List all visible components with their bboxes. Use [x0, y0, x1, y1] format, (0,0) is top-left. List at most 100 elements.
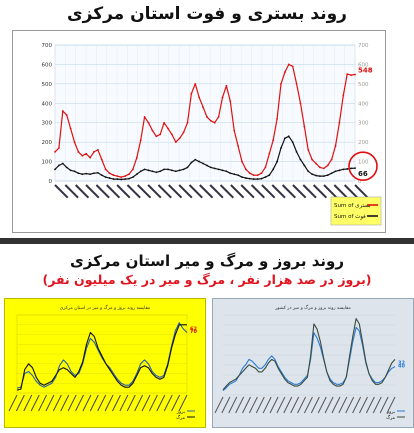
data-label: 62	[190, 327, 197, 333]
data-point	[194, 158, 197, 161]
data-point	[221, 169, 224, 172]
x-tick-mark	[178, 184, 193, 199]
x-tick-mark	[64, 184, 79, 199]
tick-label: 700	[358, 43, 369, 49]
highlight-circle	[348, 151, 378, 181]
data-point	[202, 106, 204, 109]
tick-label: 500	[358, 82, 369, 88]
x-tick-mark	[178, 394, 188, 412]
x-tick-mark	[269, 396, 279, 414]
data-point	[213, 167, 216, 170]
data-point	[268, 152, 271, 155]
data-point	[100, 174, 103, 177]
x-tick-mark	[156, 394, 166, 412]
data-point	[256, 174, 259, 177]
legend-label: بروز	[386, 410, 395, 415]
x-tick-mark	[85, 184, 100, 199]
data-point	[206, 164, 208, 167]
x-tick-mark	[219, 184, 234, 199]
data-point	[108, 177, 111, 179]
data-point	[174, 141, 177, 144]
x-tick-mark	[82, 394, 92, 412]
legend-label: بروز	[176, 410, 185, 415]
section-subtitle: (بروز در صد هزار نفر ، مرگ و میر در یک م…	[42, 272, 372, 287]
section-title: روند بروز و مرگ و میر استان مرکزی	[70, 252, 344, 270]
legend-label: مرگ	[386, 415, 396, 421]
data-point	[241, 160, 243, 163]
x-tick-mark	[163, 394, 173, 412]
data-point	[93, 150, 95, 153]
x-tick-mark	[126, 394, 136, 412]
chart-hospital-death: 0 0 100 100 200 200 300 300 400 400 500 500 600 600 70…	[13, 31, 385, 232]
data-point	[248, 177, 251, 180]
data-point	[260, 172, 263, 175]
data-point	[174, 170, 177, 173]
data-point	[346, 73, 349, 76]
x-tick-mark	[95, 184, 110, 199]
data-point	[319, 166, 321, 169]
data-point	[167, 168, 169, 171]
data-point	[307, 149, 310, 151]
tick-label: 400	[42, 101, 53, 107]
data-point	[69, 127, 72, 130]
x-tick-mark	[292, 184, 307, 199]
data-point	[354, 73, 356, 76]
x-tick-mark	[75, 394, 84, 412]
data-point	[100, 158, 103, 161]
x-tick-mark	[235, 396, 245, 414]
data-point	[54, 150, 56, 153]
data-point	[93, 172, 95, 175]
x-tick-mark	[119, 394, 129, 412]
data-point	[151, 129, 154, 132]
series-line-1	[16, 324, 187, 391]
x-tick-mark	[116, 184, 131, 199]
x-tick-mark	[290, 396, 300, 414]
x-tick-mark	[297, 396, 307, 414]
x-tick-mark	[323, 184, 338, 199]
data-point	[155, 135, 158, 138]
data-point	[276, 160, 278, 163]
legend-label: Sum of فوت	[334, 214, 366, 220]
x-tick-mark	[386, 396, 396, 414]
data-point	[291, 141, 294, 144]
data-point	[229, 172, 232, 175]
x-tick-mark	[338, 396, 348, 414]
data-point	[81, 173, 84, 176]
data-point	[283, 71, 286, 74]
data-label: 548	[358, 67, 373, 75]
data-point	[65, 114, 68, 116]
x-tick-mark	[188, 184, 203, 199]
data-point	[303, 125, 306, 128]
x-tick-mark	[148, 394, 158, 412]
data-point	[135, 156, 138, 159]
tick-label: 600	[42, 62, 53, 68]
x-tick-mark	[262, 396, 272, 414]
data-point	[120, 178, 123, 181]
data-point	[128, 173, 130, 176]
x-tick-mark	[30, 394, 40, 412]
x-tick-mark	[74, 184, 90, 199]
data-point	[209, 166, 212, 169]
data-point	[194, 82, 197, 85]
data-point	[186, 121, 189, 124]
data-point	[334, 145, 337, 147]
x-tick-mark	[345, 396, 355, 414]
data-point	[307, 170, 310, 173]
data-point	[65, 166, 68, 169]
tick-label: 400	[358, 101, 369, 107]
x-tick-mark	[283, 396, 293, 414]
x-tick-mark	[359, 396, 368, 414]
data-point	[198, 96, 201, 99]
data-point	[155, 171, 158, 174]
data-point	[77, 172, 80, 175]
data-point	[233, 173, 236, 176]
data-point	[61, 110, 64, 112]
series-line-0	[16, 322, 188, 389]
data-point	[81, 154, 84, 157]
x-tick-mark	[199, 184, 214, 199]
data-point	[350, 167, 353, 170]
x-tick-mark	[60, 394, 70, 412]
x-tick-mark	[15, 394, 25, 412]
data-point	[252, 178, 255, 180]
x-tick-mark	[281, 184, 297, 199]
